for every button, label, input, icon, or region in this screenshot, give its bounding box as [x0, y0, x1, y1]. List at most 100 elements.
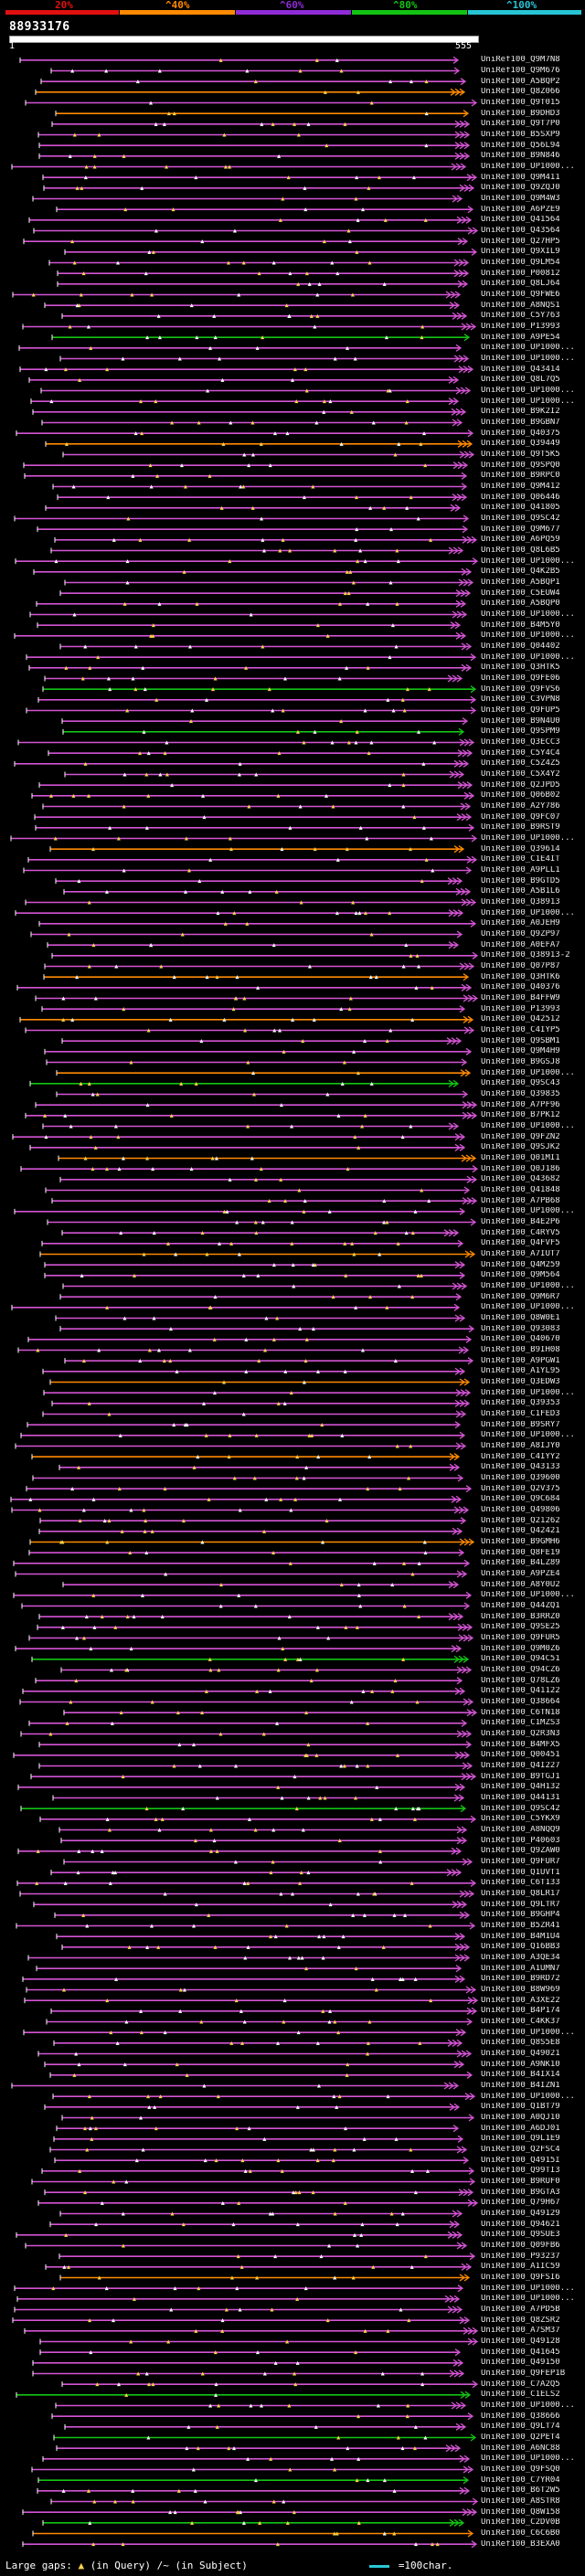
hit-label[interactable]: UniRef100_Q78LZ6 [481, 1676, 560, 1685]
hit-label[interactable]: UniRef100_Q3HTK6 [481, 972, 560, 981]
hit-label[interactable]: UniRef100_P13993 [481, 323, 560, 331]
hit-label[interactable]: UniRef100_B9RST9 [481, 823, 560, 832]
hit-label[interactable]: UniRef100_B9RPC0 [481, 472, 560, 481]
hit-label[interactable]: UniRef100_UP1000... [481, 1303, 575, 1312]
hit-label[interactable]: UniRef100_Q3ECC3 [481, 738, 560, 747]
hit-label[interactable]: UniRef100_Q4K2B5 [481, 567, 560, 577]
hit-label[interactable]: UniRef100_B9GTD5 [481, 876, 560, 885]
hit-label[interactable]: UniRef100_Q39353 [481, 1399, 560, 1408]
hit-label[interactable]: UniRef100_A7SM37 [481, 2327, 560, 2336]
hit-label[interactable]: UniRef100_B4MFX5 [481, 1740, 560, 1749]
hit-label[interactable]: UniRef100_C5YKX9 [481, 1815, 560, 1824]
hit-label[interactable]: UniRef100_A9PZE4 [481, 1570, 560, 1578]
hit-label[interactable]: UniRef100_Q00451 [481, 1751, 560, 1760]
hit-label[interactable]: UniRef100_C7YR04 [481, 2475, 560, 2485]
hit-label[interactable]: UniRef100_Q4M259 [481, 1260, 560, 1269]
hit-label[interactable]: UniRef100_Q43682 [481, 1175, 560, 1184]
hit-label[interactable]: UniRef100_A3QE34 [481, 1954, 560, 1962]
hit-label[interactable]: UniRef100_UP1000... [481, 1068, 575, 1077]
hit-label[interactable]: UniRef100_Q38913-2 [481, 951, 570, 960]
hit-label[interactable]: UniRef100_Q41848 [481, 1186, 560, 1194]
hit-label[interactable]: UniRef100_Q9M677 [481, 525, 560, 534]
hit-label[interactable]: UniRef100_C6TN18 [481, 1708, 560, 1717]
hit-label[interactable]: UniRef100_Q9M412 [481, 482, 560, 491]
hit-label[interactable]: UniRef100_Q9FWE6 [481, 291, 560, 299]
hit-label[interactable]: UniRef100_B5SXP9 [481, 131, 560, 139]
hit-label[interactable]: UniRef100_Q9ZAW0 [481, 1847, 560, 1856]
hit-label[interactable]: UniRef100_Q9T015 [481, 99, 560, 107]
hit-label[interactable]: UniRef100_Q9FVS6 [481, 684, 560, 694]
hit-label[interactable]: UniRef100_C5Z4Z5 [481, 759, 560, 769]
hit-label[interactable]: UniRef100_UP1000... [481, 2295, 575, 2304]
hit-label[interactable]: UniRef100_Q16BB3 [481, 1943, 560, 1952]
hit-label[interactable]: UniRef100_Q9M7N8 [481, 56, 560, 65]
hit-label[interactable]: UniRef100_C6T133 [481, 1879, 560, 1888]
hit-label[interactable]: UniRef100_UP1000... [481, 1122, 575, 1130]
hit-label[interactable]: UniRef100_A8IJY0 [481, 1442, 560, 1450]
hit-label[interactable]: UniRef100_B9GBN7 [481, 419, 560, 427]
hit-label[interactable]: UniRef100_A9NK10 [481, 2060, 560, 2069]
hit-label[interactable]: UniRef100_A8Y0U2 [481, 1580, 560, 1589]
hit-label[interactable]: UniRef100_Q04402 [481, 642, 560, 651]
hit-label[interactable]: UniRef100_Q9LT74 [481, 2422, 560, 2432]
hit-label[interactable]: UniRef100_B4P174 [481, 2007, 560, 2016]
hit-label[interactable]: UniRef100_C1E4IT [481, 855, 560, 864]
hit-label[interactable]: UniRef100_B9SRY7 [481, 1420, 560, 1429]
hit-label[interactable]: UniRef100_A5B1L6 [481, 887, 560, 896]
hit-label[interactable]: UniRef100_Q9FUR5 [481, 1634, 560, 1642]
hit-label[interactable]: UniRef100_Q40375 [481, 429, 560, 438]
hit-label[interactable]: UniRef100_Q43414 [481, 365, 560, 374]
hit-label[interactable]: UniRef100_B4IX14 [481, 2071, 560, 2080]
hit-label[interactable]: UniRef100_UP1000... [481, 610, 575, 619]
hit-label[interactable]: UniRef100_Q43133 [481, 1463, 560, 1472]
hit-label[interactable]: UniRef100_C1MZS3 [481, 1719, 560, 1728]
hit-label[interactable]: UniRef100_Q9T5K5 [481, 451, 560, 459]
hit-label[interactable]: UniRef100_UP1000... [481, 908, 575, 917]
hit-label[interactable]: UniRef100_Q9M4W3 [481, 195, 560, 203]
hit-label[interactable]: UniRef100_Q9SC42 [481, 1804, 560, 1813]
hit-label[interactable]: UniRef100_P13993 [481, 1004, 560, 1013]
hit-label[interactable]: UniRef100_Q9FZN2 [481, 1132, 560, 1141]
hit-label[interactable]: UniRef100_A7PD5B [481, 2306, 560, 2314]
hit-label[interactable]: UniRef100_Q94CZ6 [481, 1666, 560, 1674]
hit-label[interactable]: UniRef100_A0JEH9 [481, 919, 560, 928]
hit-label[interactable]: UniRef100_A9PE54 [481, 333, 560, 342]
hit-label[interactable]: UniRef100_Q9SBM1 [481, 1036, 560, 1045]
hit-label[interactable]: UniRef100_Q38913 [481, 898, 560, 906]
hit-label[interactable]: UniRef100_B9GMH6 [481, 1538, 560, 1546]
hit-label[interactable]: UniRef100_A0EFA7 [481, 940, 560, 949]
hit-label[interactable]: UniRef100_B9DHD3 [481, 109, 560, 118]
hit-label[interactable]: UniRef100_Q41805 [481, 504, 560, 513]
hit-label[interactable]: UniRef100_C5EUW4 [481, 588, 560, 598]
hit-label[interactable]: UniRef100_Q4915I [481, 2156, 560, 2165]
hit-label[interactable]: UniRef100_UP1000... [481, 1388, 575, 1397]
hit-label[interactable]: UniRef100_UP1000... [481, 557, 575, 566]
hit-label[interactable]: UniRef100_A1IC59 [481, 2263, 560, 2272]
hit-label[interactable]: UniRef100_Q41645 [481, 2348, 560, 2357]
hit-label[interactable]: UniRef100_Q38664 [481, 1698, 560, 1706]
hit-label[interactable]: UniRef100_Q39614 [481, 844, 560, 853]
hit-label[interactable]: UniRef100_UP1000... [481, 834, 575, 843]
hit-label[interactable]: UniRef100_Q9C684 [481, 1495, 560, 1504]
hit-label[interactable]: UniRef100_A5BQP2 [481, 77, 560, 86]
hit-label[interactable]: UniRef100_UP1000... [481, 1282, 575, 1290]
hit-label[interactable]: UniRef100_Q8ZSR2 [481, 2316, 560, 2325]
hit-label[interactable]: UniRef100_B4E2P6 [481, 1218, 560, 1226]
hit-label[interactable]: UniRef100_Q49806 [481, 1506, 560, 1514]
hit-label[interactable]: UniRef100_Q44ZQ1 [481, 1602, 560, 1610]
hit-label[interactable]: UniRef100_Q42512 [481, 1015, 560, 1024]
hit-label[interactable]: UniRef100_Q9ZQJ0 [481, 184, 560, 193]
hit-label[interactable]: UniRef100_Q94621 [481, 2220, 560, 2229]
hit-label[interactable]: UniRef100_Q39835 [481, 1090, 560, 1098]
hit-label[interactable]: UniRef100_Q41564 [481, 216, 560, 225]
hit-label[interactable]: UniRef100_C7A2Q5 [481, 2380, 560, 2389]
hit-label[interactable]: UniRef100_Q39600 [481, 1474, 560, 1482]
hit-label[interactable]: UniRef100_C5Y763 [481, 312, 560, 321]
hit-label[interactable]: UniRef100_C4RYV5 [481, 1228, 560, 1237]
hit-label[interactable]: UniRef100_Q39449 [481, 440, 560, 449]
hit-label[interactable]: UniRef100_Q38666 [481, 2412, 560, 2421]
hit-label[interactable]: UniRef100_Q06446 [481, 493, 560, 502]
hit-label[interactable]: UniRef100_Q94C51 [481, 1655, 560, 1664]
hit-label[interactable]: UniRef100_A9PGW1 [481, 1356, 560, 1365]
hit-label[interactable]: UniRef100_Q9SPQ0 [481, 461, 560, 470]
